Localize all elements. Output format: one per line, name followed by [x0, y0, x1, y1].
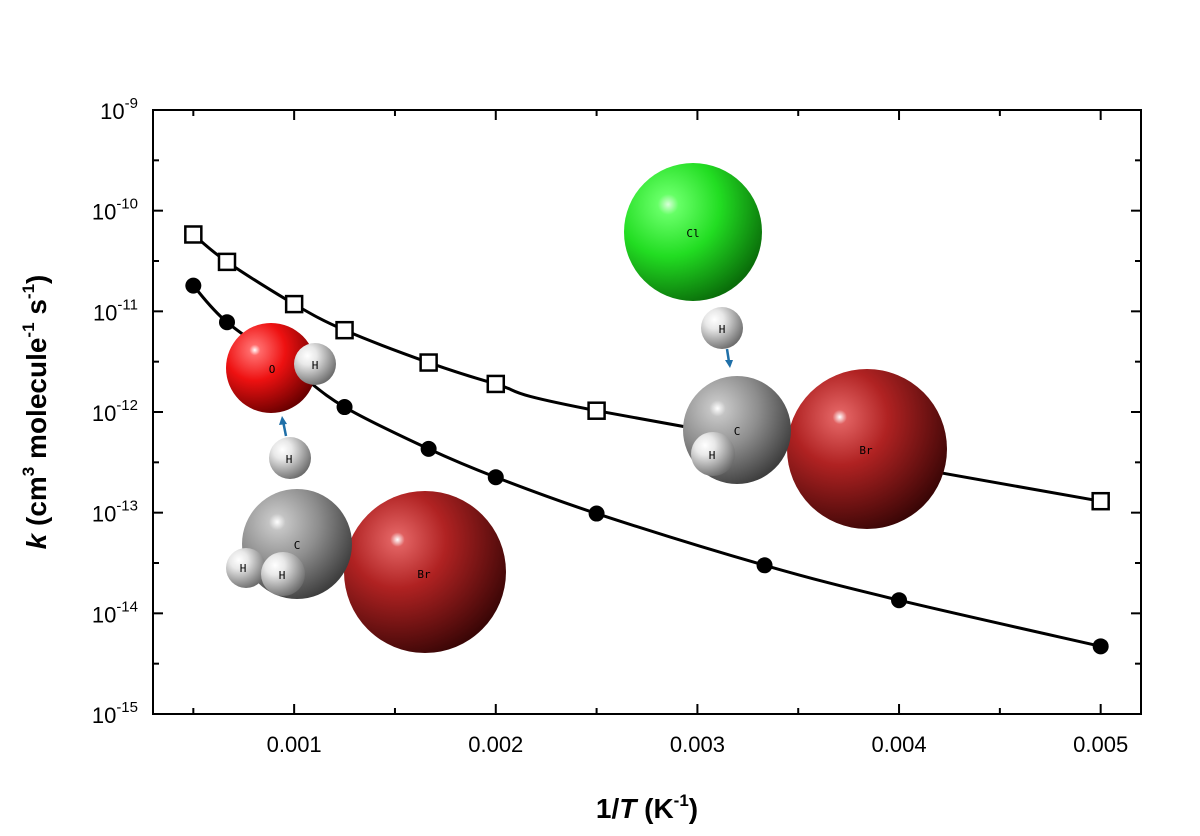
hydrogen-label: H	[709, 449, 716, 462]
hydrogen-atom	[294, 343, 336, 385]
bromine-label: Br	[859, 444, 873, 457]
x-tick-label: 0.004	[872, 732, 927, 757]
data-point	[587, 401, 606, 420]
x-tick-label: 0.005	[1073, 732, 1128, 757]
x-tick-label: 0.003	[670, 732, 725, 757]
y-tick-label: 10-10	[92, 196, 138, 225]
chlorine-atom	[624, 163, 762, 301]
series-line	[192, 284, 1102, 648]
oh-reaction-illustration: Br C H H H O H	[226, 323, 506, 653]
data-point	[756, 557, 773, 574]
y-tick-label: 10-11	[93, 296, 138, 325]
x-tick-labels: 0.001 0.002 0.003 0.004 0.005	[267, 732, 1129, 757]
hydrogen-atom	[226, 548, 266, 588]
hydrogen-atom	[701, 307, 743, 349]
hydrogen-atom	[261, 552, 305, 596]
carbon-label: C	[734, 425, 741, 438]
hydrogen-label: H	[279, 569, 286, 582]
data-point	[284, 294, 304, 314]
data-point	[218, 314, 235, 331]
hydrogen-label: H	[240, 562, 247, 575]
y-tick-labels: 10-9 10-10 10-11 10-12 10-13 10-14 10-15	[92, 95, 138, 728]
hydrogen-atom	[269, 437, 311, 479]
axis-ticks	[153, 109, 1141, 715]
data-point	[1091, 491, 1110, 511]
data-point	[891, 592, 908, 609]
data-point	[185, 277, 202, 294]
bromine-atom	[787, 369, 947, 529]
displacement-arrow	[725, 348, 731, 363]
data-point	[486, 374, 506, 394]
data-point	[335, 320, 354, 340]
oxygen-atom	[226, 323, 316, 413]
hydrogen-label: H	[312, 359, 319, 372]
cl-reaction-illustration: Cl H Br C H	[624, 163, 947, 529]
x-tick-label: 0.002	[468, 732, 523, 757]
y-axis-title: k (cm3 molecule-1 s-1)	[19, 275, 52, 550]
arrow-head-icon	[279, 416, 287, 425]
data-point	[336, 399, 353, 416]
y-tick-label: 10-9	[100, 95, 138, 124]
arrow-head-icon	[725, 360, 733, 368]
y-tick-label: 10-13	[92, 498, 138, 527]
hydrogen-label: H	[286, 453, 293, 466]
data-point	[419, 353, 438, 372]
x-tick-label: 0.001	[267, 732, 322, 757]
oxygen-label: O	[269, 363, 276, 376]
y-tick-label: 10-14	[92, 598, 138, 627]
data-point	[217, 252, 237, 272]
hydrogen-label: H	[719, 323, 726, 336]
hydrogen-atom	[691, 432, 735, 476]
y-tick-label: 10-15	[92, 699, 138, 728]
data-point	[487, 469, 504, 486]
x-axis-title: 1/T (K-1)	[596, 791, 698, 824]
bromine-atom	[344, 491, 506, 653]
y-tick-label: 10-12	[92, 397, 138, 426]
series-2	[185, 277, 1109, 655]
data-point	[1092, 638, 1109, 655]
bromine-label: Br	[417, 568, 431, 581]
data-point	[588, 505, 605, 522]
data-point	[184, 225, 203, 244]
chlorine-label: Cl	[686, 227, 699, 240]
data-point	[420, 440, 437, 457]
carbon-label: C	[294, 539, 301, 552]
